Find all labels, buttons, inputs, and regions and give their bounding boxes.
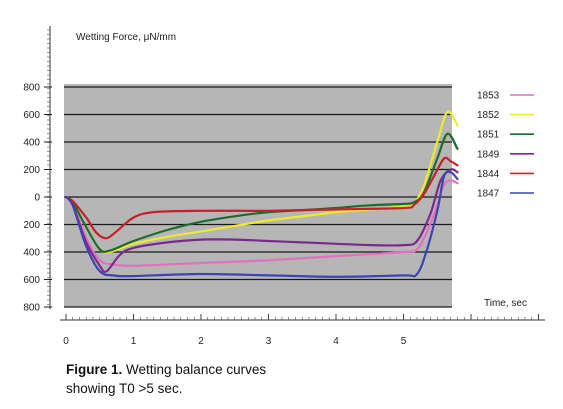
x-tick-label: 3	[266, 336, 272, 347]
grid-lines	[64, 86, 452, 308]
y-tick-label: 0	[34, 193, 40, 204]
y-tick-label: 200	[23, 165, 40, 176]
x-tick-label: 2	[198, 336, 204, 347]
figure-caption: Figure 1. Wetting balance curves showing…	[66, 360, 266, 398]
series-layer	[64, 110, 459, 278]
x-tick-label: 5	[401, 336, 407, 347]
y-axis-ruler: 800 600 400 200 0 200 400 600 800	[23, 26, 52, 314]
x-tick-label: 1	[131, 336, 137, 347]
legend-label-1852: 1852	[477, 110, 500, 121]
legend-label-1853: 1853	[477, 91, 500, 102]
caption-label: Figure 1.	[66, 362, 123, 377]
y-tick-label: 800	[23, 83, 40, 94]
series-line-1849	[64, 168, 459, 273]
legend-label-1844: 1844	[477, 169, 500, 180]
series-line-1847	[64, 170, 459, 278]
x-tick-label: 4	[333, 336, 339, 347]
legend-label-1849: 1849	[477, 149, 500, 160]
y-tick-label: 600	[23, 275, 40, 286]
y-tick-label: 200	[23, 220, 40, 231]
plot-area	[64, 84, 452, 307]
x-tick-label: 0	[63, 336, 69, 347]
legend-label-1847: 1847	[477, 189, 500, 200]
x-axis-label: Time, sec	[484, 298, 527, 309]
y-tick-label: 800	[23, 303, 40, 314]
y-tick-label: 400	[23, 138, 40, 149]
caption-line-1: Wetting balance curves	[122, 362, 267, 377]
y-tick-label: 600	[23, 110, 40, 121]
y-axis-label: Wetting Force, μN/mm	[76, 32, 176, 43]
series-line-1844	[64, 156, 459, 240]
caption-line-2: showing T0 >5 sec.	[66, 381, 183, 396]
y-tick-label: 400	[23, 248, 40, 259]
legend-label-1851: 1851	[477, 130, 500, 141]
legend: 1853 1852 1851 1849 1844 1847	[477, 91, 534, 200]
x-axis-ruler: 0 1 2 3 4 5	[60, 314, 545, 347]
